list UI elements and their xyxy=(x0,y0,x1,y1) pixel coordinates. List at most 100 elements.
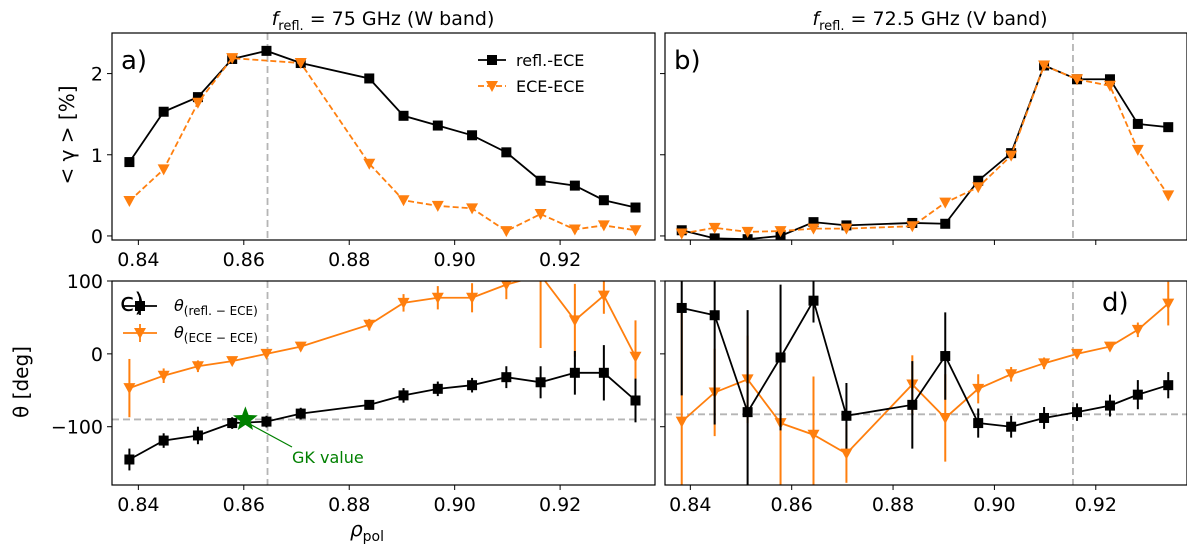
series-line xyxy=(681,302,1169,455)
data-point xyxy=(1132,389,1143,400)
data-point xyxy=(540,281,541,282)
data-point xyxy=(568,315,581,327)
data-point xyxy=(261,45,272,56)
data-point xyxy=(1132,118,1143,129)
data-point xyxy=(1104,400,1115,411)
data-point xyxy=(807,429,820,441)
data-point xyxy=(192,430,203,441)
data-point xyxy=(709,233,720,240)
legend-label: θ(ECE − ECE) xyxy=(174,323,258,345)
data-point xyxy=(1072,407,1083,418)
data-point xyxy=(535,175,546,186)
series-line xyxy=(128,57,636,233)
data-point xyxy=(630,202,641,213)
data-point xyxy=(431,292,444,304)
data-point xyxy=(398,110,409,121)
series-line xyxy=(681,298,1169,428)
data-point xyxy=(1103,341,1116,353)
legend-label: θ(refl. − ECE) xyxy=(174,296,258,318)
data-point xyxy=(906,221,919,233)
data-point xyxy=(807,223,820,235)
x-tick-label: 0.86 xyxy=(223,494,265,516)
data-point xyxy=(569,367,580,378)
x-tick-label: 0.84 xyxy=(669,494,711,516)
data-point xyxy=(774,226,787,238)
data-point xyxy=(1039,412,1050,423)
data-point xyxy=(501,147,512,158)
y-tick-label: 1 xyxy=(91,145,103,167)
data-point xyxy=(1104,74,1115,85)
data-point xyxy=(1163,380,1174,391)
data-point xyxy=(227,418,238,429)
data-point xyxy=(534,209,547,221)
data-point xyxy=(973,418,984,429)
series-black xyxy=(124,345,641,471)
y-tick-label: −100 xyxy=(51,417,103,439)
data-point xyxy=(158,106,169,117)
data-point xyxy=(568,224,581,236)
data-point xyxy=(569,180,580,191)
data-point xyxy=(1006,421,1017,432)
data-point xyxy=(973,175,984,186)
legend-label: refl.-ECE xyxy=(516,51,584,70)
data-point xyxy=(260,348,273,360)
panel-label: b) xyxy=(674,46,701,76)
data-point xyxy=(294,341,307,353)
x-tick-label: 0.86 xyxy=(223,249,265,271)
x-tick-label: 0.92 xyxy=(539,494,581,516)
series-line xyxy=(128,371,637,461)
x-tick-label: 0.90 xyxy=(973,494,1015,516)
data-point xyxy=(466,203,479,215)
plot-frame xyxy=(111,32,656,241)
y-tick-label: 0 xyxy=(91,344,103,366)
x-tick-label: 0.92 xyxy=(1075,494,1117,516)
data-point xyxy=(708,222,721,234)
data-point xyxy=(501,281,512,291)
data-point xyxy=(363,319,376,331)
data-point xyxy=(467,380,478,391)
annotation-label: GK value xyxy=(292,448,364,467)
data-point xyxy=(466,292,479,304)
data-point xyxy=(597,290,610,302)
data-point xyxy=(939,412,952,424)
gk-star-marker xyxy=(233,406,258,430)
data-point xyxy=(158,435,169,446)
data-point xyxy=(630,395,641,406)
data-point xyxy=(123,196,136,208)
data-point xyxy=(675,228,688,240)
data-point xyxy=(226,53,239,65)
y-tick-label: 2 xyxy=(91,64,103,86)
data-point xyxy=(364,399,375,410)
data-point xyxy=(1162,190,1175,202)
data-point xyxy=(432,120,443,131)
y-tick-label: 100 xyxy=(67,271,103,293)
data-point xyxy=(295,408,306,419)
data-point xyxy=(261,416,272,427)
data-point xyxy=(1071,348,1084,360)
legend-marker xyxy=(486,81,498,92)
panel-d: 0.84 0.86 0.88 0.90 0.92 d) xyxy=(660,280,1187,516)
data-point xyxy=(629,351,642,363)
data-point xyxy=(294,58,307,70)
data-point xyxy=(972,383,985,395)
data-point xyxy=(972,182,985,194)
data-point xyxy=(1131,144,1144,156)
xlabel-c: ρpol xyxy=(350,517,384,545)
x-tick-label: 0.88 xyxy=(328,249,370,271)
panel-label: a) xyxy=(121,46,147,76)
data-point xyxy=(1038,60,1051,72)
data-point xyxy=(598,367,609,378)
data-point xyxy=(1038,358,1051,370)
legend-label: ECE-ECE xyxy=(516,77,585,96)
data-point xyxy=(741,226,754,238)
data-point xyxy=(840,448,853,460)
data-point xyxy=(226,356,239,368)
x-tick-label: 0.84 xyxy=(117,494,159,516)
panel-label: d) xyxy=(1102,288,1129,318)
data-point xyxy=(808,295,819,306)
data-point xyxy=(157,370,170,382)
data-point xyxy=(432,383,443,394)
data-point xyxy=(398,390,409,401)
data-point xyxy=(364,73,375,84)
